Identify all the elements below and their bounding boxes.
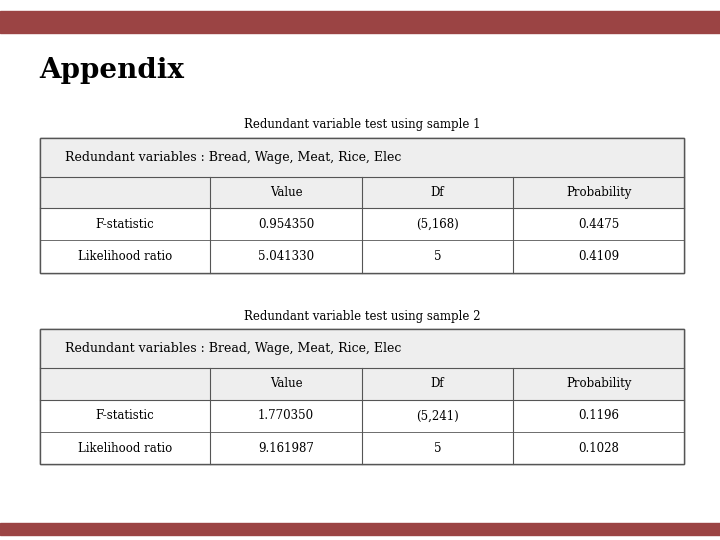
Bar: [40, 329, 684, 368]
Text: 9.161987: 9.161987: [258, 442, 314, 455]
Text: 0.1196: 0.1196: [578, 409, 619, 422]
Text: Redundant variable test using sample 2: Redundant variable test using sample 2: [243, 310, 480, 323]
Bar: [40, 138, 684, 273]
Bar: [40, 138, 684, 177]
Bar: [40, 177, 684, 208]
Bar: [40, 400, 684, 432]
Text: 0.4475: 0.4475: [578, 218, 619, 231]
Text: Redundant variables : Bread, Wage, Meat, Rice, Elec: Redundant variables : Bread, Wage, Meat,…: [66, 151, 402, 164]
Text: 5: 5: [433, 250, 441, 263]
Text: F-statistic: F-statistic: [96, 218, 154, 231]
Text: Df: Df: [431, 186, 444, 199]
Text: Probability: Probability: [566, 377, 631, 390]
Text: Appendix: Appendix: [40, 57, 184, 84]
Bar: [40, 208, 684, 240]
Text: Redundant variables : Bread, Wage, Meat, Rice, Elec: Redundant variables : Bread, Wage, Meat,…: [66, 342, 402, 355]
Text: Redundant variable test using sample 1: Redundant variable test using sample 1: [243, 118, 480, 131]
Text: (5,168): (5,168): [416, 218, 459, 231]
Text: 1.770350: 1.770350: [258, 409, 314, 422]
Bar: [40, 432, 684, 464]
Text: F-statistic: F-statistic: [96, 409, 154, 422]
Bar: [40, 368, 684, 400]
Text: 0.1028: 0.1028: [578, 442, 619, 455]
Text: Value: Value: [270, 377, 302, 390]
Text: Probability: Probability: [566, 186, 631, 199]
Text: 0.4109: 0.4109: [578, 250, 619, 263]
Text: Df: Df: [431, 377, 444, 390]
Text: (5,241): (5,241): [416, 409, 459, 422]
Text: Likelihood ratio: Likelihood ratio: [78, 442, 172, 455]
Bar: [40, 329, 684, 464]
Text: 5: 5: [433, 442, 441, 455]
Bar: [0, 11, 720, 33]
Text: 0.954350: 0.954350: [258, 218, 314, 231]
Bar: [40, 329, 684, 464]
Bar: [0, 523, 720, 535]
Bar: [40, 138, 684, 273]
Text: Value: Value: [270, 186, 302, 199]
Bar: [40, 240, 684, 273]
Text: 5.041330: 5.041330: [258, 250, 314, 263]
Text: Likelihood ratio: Likelihood ratio: [78, 250, 172, 263]
